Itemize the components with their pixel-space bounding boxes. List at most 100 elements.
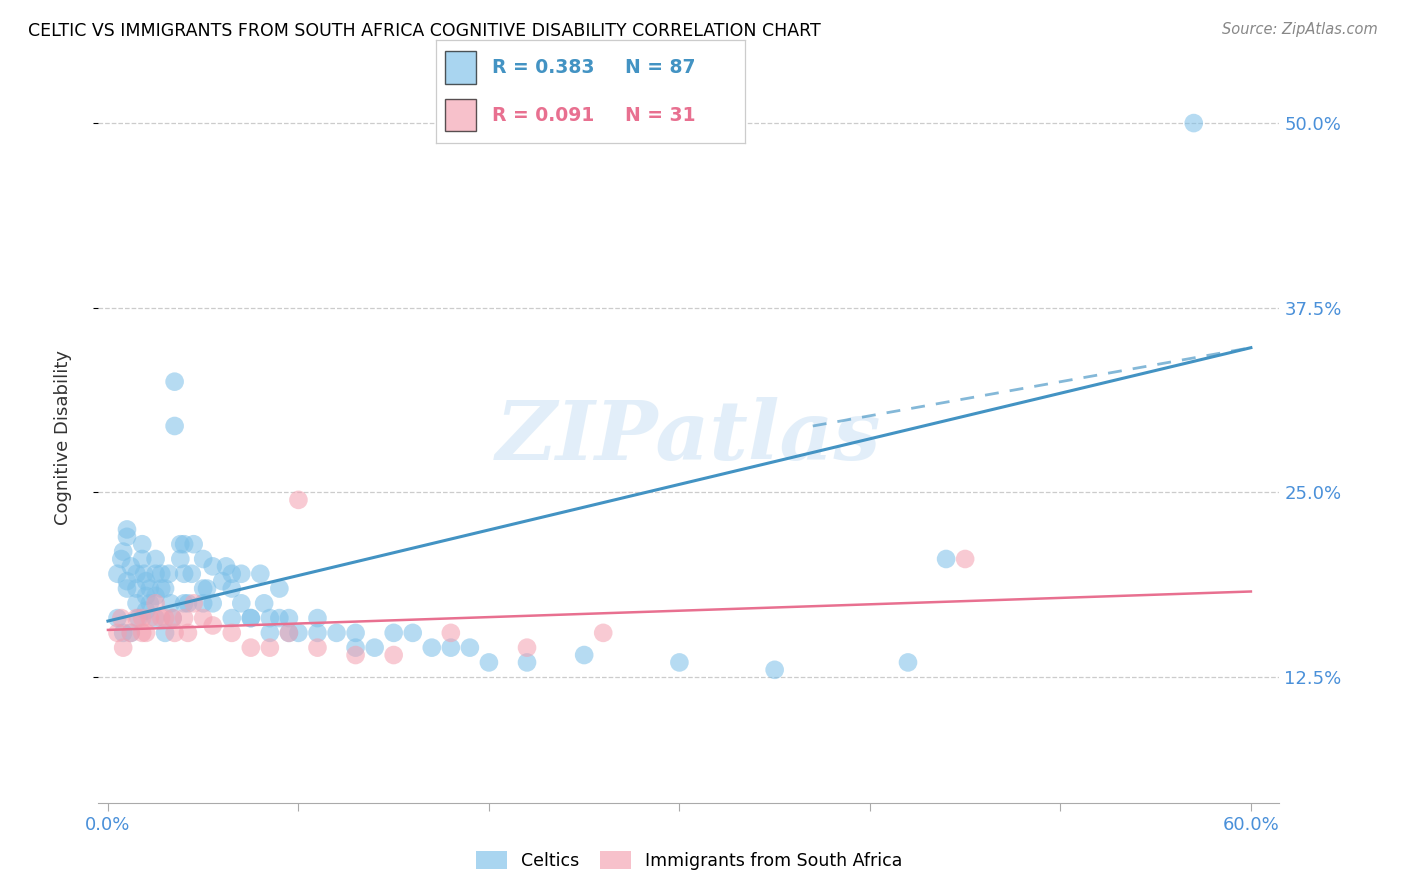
Point — [277, 611, 299, 625]
Point — [897, 656, 920, 670]
Point — [173, 596, 195, 610]
Point — [935, 552, 957, 566]
Point — [110, 611, 132, 625]
Point — [193, 582, 215, 596]
Point — [344, 640, 367, 655]
FancyBboxPatch shape — [446, 99, 477, 131]
Point — [239, 640, 262, 655]
Point — [163, 625, 186, 640]
Point — [131, 625, 153, 640]
Point — [135, 625, 157, 640]
Y-axis label: Cognitive Disability: Cognitive Disability — [53, 350, 72, 524]
Point — [139, 596, 162, 610]
Point — [516, 656, 538, 670]
Point — [307, 625, 329, 640]
Point — [259, 625, 281, 640]
Point — [145, 611, 167, 625]
Point — [195, 582, 218, 596]
Point — [120, 625, 142, 640]
Point — [107, 625, 129, 640]
Point — [193, 596, 215, 610]
Point — [221, 566, 243, 581]
Point — [382, 648, 405, 662]
Point — [131, 552, 153, 566]
Point — [159, 596, 181, 610]
Point — [112, 625, 135, 640]
Point — [163, 419, 186, 434]
Point — [135, 574, 157, 589]
Point — [307, 640, 329, 655]
Point — [145, 552, 167, 566]
Point — [112, 544, 135, 558]
Point — [125, 582, 148, 596]
Text: R = 0.383: R = 0.383 — [492, 58, 595, 78]
Point — [193, 552, 215, 566]
Point — [145, 589, 167, 603]
Point — [269, 582, 291, 596]
Point — [183, 596, 205, 610]
Point — [458, 640, 481, 655]
Text: Source: ZipAtlas.com: Source: ZipAtlas.com — [1222, 22, 1378, 37]
Point — [363, 640, 385, 655]
Point — [269, 611, 291, 625]
Point — [249, 566, 271, 581]
Point — [259, 640, 281, 655]
Point — [201, 596, 224, 610]
Point — [120, 625, 142, 640]
Point — [125, 596, 148, 610]
Point — [277, 625, 299, 640]
Point — [211, 574, 233, 589]
Point — [440, 640, 463, 655]
Point — [115, 574, 138, 589]
Point — [478, 656, 501, 670]
Point — [134, 566, 156, 581]
Point — [221, 625, 243, 640]
Point — [231, 566, 253, 581]
Point — [953, 552, 976, 566]
Point — [440, 625, 463, 640]
Point — [139, 611, 162, 625]
FancyBboxPatch shape — [446, 52, 477, 84]
Point — [131, 537, 153, 551]
Point — [120, 559, 142, 574]
Point — [402, 625, 425, 640]
Point — [145, 596, 167, 610]
Point — [145, 566, 167, 581]
Point — [325, 625, 347, 640]
Point — [135, 604, 157, 618]
Point — [173, 566, 195, 581]
Point — [169, 552, 191, 566]
Point — [221, 611, 243, 625]
Point — [177, 596, 200, 610]
Point — [287, 625, 309, 640]
Point — [131, 611, 153, 625]
Point — [163, 375, 186, 389]
Point — [173, 611, 195, 625]
Point — [150, 582, 173, 596]
Point — [107, 566, 129, 581]
Point — [177, 625, 200, 640]
Point — [115, 523, 138, 537]
Point — [763, 663, 786, 677]
Point — [125, 566, 148, 581]
Point — [382, 625, 405, 640]
Point — [221, 582, 243, 596]
Point — [107, 611, 129, 625]
Point — [287, 492, 309, 507]
Point — [572, 648, 595, 662]
Point — [277, 625, 299, 640]
Point — [201, 559, 224, 574]
Point — [344, 648, 367, 662]
Text: N = 87: N = 87 — [624, 58, 695, 78]
Text: N = 31: N = 31 — [624, 105, 695, 125]
Point — [153, 611, 176, 625]
Point — [139, 582, 162, 596]
Point — [150, 566, 173, 581]
Point — [344, 625, 367, 640]
Point — [127, 611, 149, 625]
Text: R = 0.091: R = 0.091 — [492, 105, 593, 125]
Point — [592, 625, 614, 640]
Point — [173, 537, 195, 551]
Point — [516, 640, 538, 655]
Point — [668, 656, 690, 670]
